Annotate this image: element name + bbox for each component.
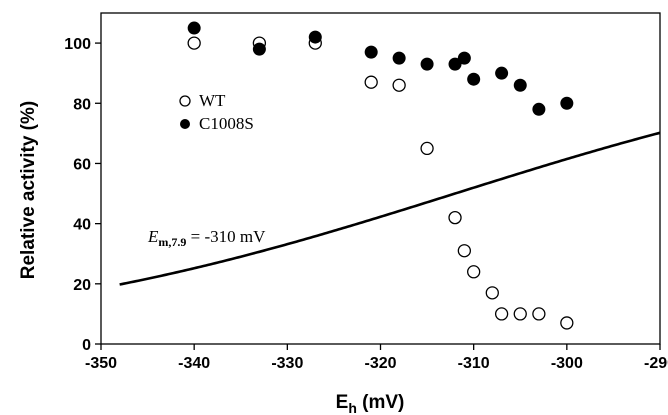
- nernst-fit-curve: [119, 131, 661, 286]
- x-axis-title-unit: (mV): [357, 392, 405, 413]
- data-point-c1008s: [495, 66, 509, 80]
- x-tick-label: -310: [458, 355, 490, 372]
- axes: -350 -340 -330 -320 -310 -300 -290 0 20 40 60 80 100: [64, 12, 668, 372]
- data-point-wt: [485, 286, 499, 300]
- legend-label-c1008s: C1008S: [199, 114, 254, 133]
- legend: WT C1008S: [179, 91, 254, 133]
- annotation-symbol: E: [147, 227, 159, 246]
- data-point-wt: [467, 265, 481, 279]
- y-tick-label: 40: [73, 217, 91, 234]
- data-point-c1008s: [252, 42, 266, 56]
- data-point-c1008s: [448, 57, 462, 71]
- data-point-wt: [560, 316, 574, 330]
- data-point-wt: [187, 36, 201, 50]
- data-point-c1008s: [392, 51, 406, 65]
- data-point-wt: [448, 210, 462, 225]
- y-axis-title: Relative activity (%): [18, 101, 39, 279]
- data-point-c1008s: [457, 51, 471, 65]
- y-tick-label: 100: [64, 36, 91, 53]
- x-axis-title: Eh (mV): [336, 392, 405, 415]
- x-tick-label: -320: [364, 355, 396, 372]
- data-point-wt: [532, 307, 546, 321]
- data-point-c1008s: [467, 72, 481, 86]
- plot-frame: [100, 12, 661, 345]
- data-point-wt: [494, 307, 509, 321]
- data-point-wt: [364, 75, 378, 89]
- data-point-c1008s: [532, 102, 546, 116]
- annotation-subscript: m,7.9: [158, 235, 186, 249]
- x-tick-label: -330: [271, 355, 303, 372]
- data-point-wt: [513, 307, 527, 321]
- fit-layer: [119, 131, 661, 286]
- points-layer: [187, 21, 574, 330]
- data-point-c1008s: [187, 21, 201, 35]
- legend-marker-wt: [179, 95, 191, 107]
- data-point-c1008s: [560, 96, 574, 110]
- y-tick-label: 80: [73, 96, 91, 113]
- legend-marker-c1008s: [180, 119, 190, 129]
- x-axis-title-sub: h: [348, 400, 357, 415]
- data-point-c1008s: [364, 45, 378, 59]
- midpoint-annotation: Em,7.9 = -310 mV: [147, 227, 266, 249]
- x-tick-label: -290: [644, 355, 668, 372]
- data-point-c1008s: [420, 57, 434, 71]
- x-tick-label: -350: [85, 355, 117, 372]
- legend-label-wt: WT: [199, 91, 226, 110]
- data-point-wt: [457, 244, 472, 258]
- y-tick-label: 0: [82, 337, 91, 354]
- y-tick-label: 60: [73, 156, 91, 173]
- data-point-wt: [392, 78, 406, 92]
- data-point-c1008s: [308, 30, 322, 44]
- x-tick-label: -340: [178, 355, 210, 372]
- y-tick-label: 20: [73, 277, 91, 294]
- annotation-value: = -310 mV: [186, 227, 266, 246]
- data-point-c1008s: [513, 78, 527, 92]
- x-axis-title-main: E: [336, 392, 349, 413]
- data-point-wt: [420, 141, 434, 156]
- x-tick-label: -300: [551, 355, 583, 372]
